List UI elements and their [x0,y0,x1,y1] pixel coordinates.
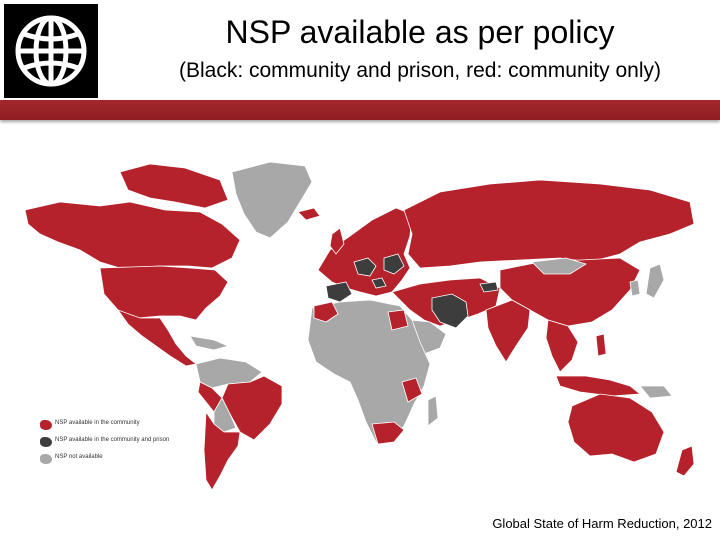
page-subtitle: (Black: community and prison, red: commu… [178,59,661,82]
region-brazil [221,375,283,441]
region-mexico [116,309,197,367]
region-new-zealand [675,445,695,477]
legend-label: NSP available in the community and priso… [55,437,170,443]
region-dark-balkans [371,277,387,289]
region-philippines [595,333,607,357]
region-southern-cone [203,410,241,491]
page-title: NSP available as per policy [225,14,615,50]
globe-icon [15,15,87,87]
region-caribbean [189,335,230,351]
region-canada-alaska [24,201,241,269]
region-japan [645,263,665,299]
region-europe [317,207,413,297]
region-australia [567,393,665,463]
world-map [24,161,695,491]
region-russia [403,179,695,269]
legend-swatch [40,420,52,430]
legend-label: NSP not available [55,454,103,460]
region-mongolia [531,257,587,275]
region-india [485,299,531,363]
region-dark-central-europe [353,257,377,277]
region-egypt [387,309,409,331]
legend-swatch [40,437,52,447]
source-citation: Global State of Harm Reduction, 2012 [492,516,712,531]
legend-swatch [40,454,52,464]
header-bar [0,100,720,120]
region-dark-central-asia [479,281,499,293]
region-madagascar [427,395,439,427]
legend-label: NSP available in the community [55,420,140,426]
region-dark-spain [325,281,353,303]
region-greenland [231,161,313,239]
region-iceland [297,207,321,221]
region-uk [329,227,345,255]
region-africa-north [307,299,431,443]
region-southeast-asia [545,319,579,373]
region-south-africa [371,421,405,445]
region-canada-arctic [119,163,229,209]
region-east-africa [401,377,423,403]
region-indonesia [555,375,642,397]
region-png [639,385,673,399]
region-korea [629,279,641,297]
world-bank-logo [4,4,98,98]
region-morocco [313,301,339,323]
region-dark-eastern-europe [383,253,405,275]
region-dark-iran [431,293,469,329]
